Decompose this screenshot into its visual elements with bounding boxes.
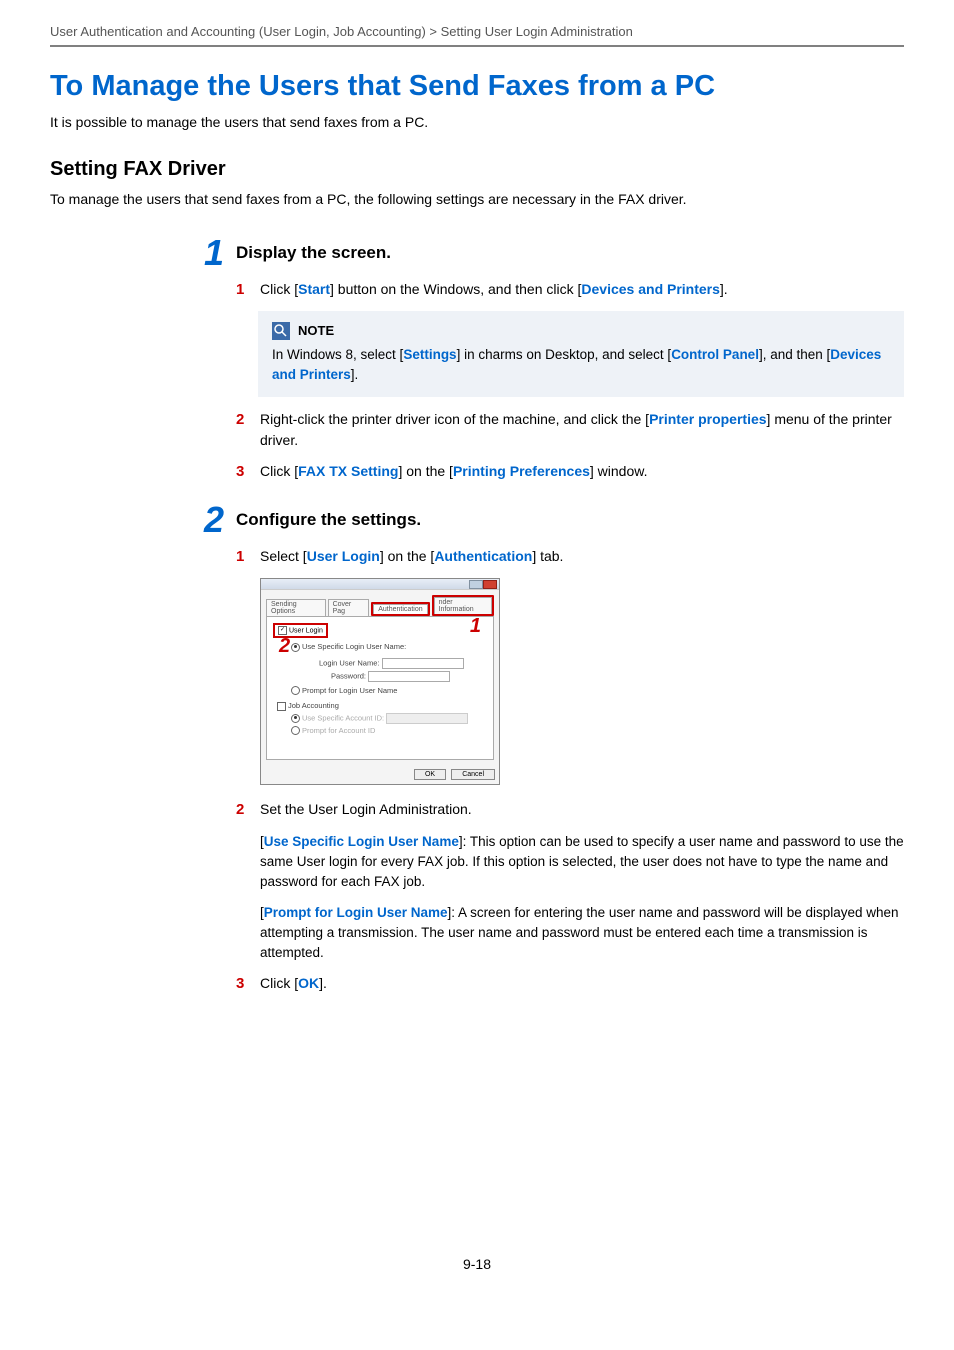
text: Click [ [260, 463, 298, 479]
substep-num: 3 [236, 973, 252, 996]
tab-highlight: nder Information [432, 595, 494, 616]
text: ] on the [ [398, 463, 452, 479]
text: ] on the [ [380, 548, 434, 564]
dialog-titlebar [261, 579, 499, 590]
substep-num: 1 [236, 279, 252, 302]
substep-text: Set the User Login Administration. [260, 799, 904, 820]
substep-num: 1 [236, 546, 252, 569]
fax-settings-dialog: Sending Options Cover Pag Authentication… [260, 578, 500, 785]
prompt-account-radio [291, 726, 300, 735]
text: ] tab. [532, 548, 563, 564]
cancel-button[interactable]: Cancel [451, 769, 495, 780]
printing-preferences-link[interactable]: Printing Preferences [453, 463, 590, 479]
breadcrumb: User Authentication and Accounting (User… [50, 24, 904, 47]
job-accounting-label: Job Accounting [288, 701, 339, 710]
intro-text: It is possible to manage the users that … [50, 114, 904, 130]
para-use-specific: [Use Specific Login User Name]: This opt… [260, 832, 904, 893]
authentication-link[interactable]: Authentication [434, 548, 532, 564]
use-specific-login-link[interactable]: Use Specific Login User Name [264, 834, 459, 849]
settings-link[interactable]: Settings [403, 347, 456, 362]
substep-num: 3 [236, 461, 252, 484]
step-number-2: 2 [180, 502, 224, 538]
use-specific-label: Use Specific Login User Name: [302, 642, 406, 651]
user-login-checkbox[interactable]: ✓ [278, 626, 287, 635]
text: ] button on the Windows, and then click … [330, 281, 581, 297]
note-box: NOTE In Windows 8, select [Settings] in … [258, 311, 904, 397]
prompt-login-link[interactable]: Prompt for Login User Name [264, 905, 448, 920]
text: In Windows 8, select [ [272, 347, 403, 362]
step-number-1: 1 [180, 235, 224, 271]
callout-2: 2 [279, 635, 290, 658]
section-title: Setting FAX Driver [50, 158, 904, 181]
prompt-account-label: Prompt for Account ID [302, 726, 375, 735]
text: ] window. [590, 463, 648, 479]
start-link[interactable]: Start [298, 281, 330, 297]
login-user-label: Login User Name: [319, 658, 379, 667]
text: Click [ [260, 281, 298, 297]
note-icon [272, 322, 290, 340]
use-specific-account-label: Use Specific Account ID: [302, 713, 384, 722]
devices-printers-link[interactable]: Devices and Printers [581, 281, 720, 297]
password-label: Password: [331, 671, 366, 680]
callout-1: 1 [470, 615, 481, 638]
ok-button[interactable]: OK [414, 769, 446, 780]
account-id-field [386, 713, 468, 724]
text: ]. [319, 975, 327, 991]
text: Select [ [260, 548, 307, 564]
use-specific-radio[interactable] [291, 643, 300, 652]
step-title-1: Display the screen. [236, 235, 391, 263]
text: ], and then [ [759, 347, 830, 362]
page-title: To Manage the Users that Send Faxes from… [50, 69, 904, 104]
user-login-label: User Login [289, 628, 323, 635]
close-button[interactable] [483, 580, 497, 589]
user-login-link[interactable]: User Login [307, 548, 380, 564]
text: ] in charms on Desktop, and select [ [457, 347, 672, 362]
prompt-radio[interactable] [291, 686, 300, 695]
substep-text: Click [FAX TX Setting] on the [Printing … [260, 461, 904, 482]
para-prompt: [Prompt for Login User Name]: A screen f… [260, 903, 904, 964]
substep-text: Select [User Login] on the [Authenticati… [260, 546, 904, 567]
substep-num: 2 [236, 799, 252, 822]
text: Right-click the printer driver icon of t… [260, 411, 649, 427]
substep-text: Click [OK]. [260, 973, 904, 994]
control-panel-link[interactable]: Control Panel [671, 347, 759, 362]
page-number: 9-18 [50, 1256, 904, 1272]
section-intro: To manage the users that send faxes from… [50, 191, 904, 207]
fax-tx-setting-link[interactable]: FAX TX Setting [298, 463, 398, 479]
printer-properties-link[interactable]: Printer properties [649, 411, 766, 427]
substep-text: Click [Start] button on the Windows, and… [260, 279, 904, 300]
text: Click [ [260, 975, 298, 991]
note-text: In Windows 8, select [Settings] in charm… [272, 345, 890, 386]
help-button[interactable] [469, 580, 483, 589]
tab-cover-page[interactable]: Cover Pag [328, 599, 370, 616]
text: ]. [720, 281, 728, 297]
substep-text: Right-click the printer driver icon of t… [260, 409, 904, 451]
job-accounting-checkbox[interactable] [277, 702, 286, 711]
password-field[interactable] [368, 671, 450, 682]
prompt-label: Prompt for Login User Name [302, 686, 397, 695]
tab-highlight: Authentication [371, 602, 429, 616]
tab-sender-info[interactable]: nder Information [434, 597, 492, 614]
ok-link[interactable]: OK [298, 975, 319, 991]
use-specific-account-radio [291, 714, 300, 723]
tab-sending-options[interactable]: Sending Options [266, 599, 326, 616]
substep-num: 2 [236, 409, 252, 432]
text: ]. [351, 367, 359, 382]
note-label: NOTE [298, 321, 334, 341]
step-title-2: Configure the settings. [236, 502, 421, 530]
tab-authentication[interactable]: Authentication [373, 604, 427, 614]
login-user-field[interactable] [382, 658, 464, 669]
